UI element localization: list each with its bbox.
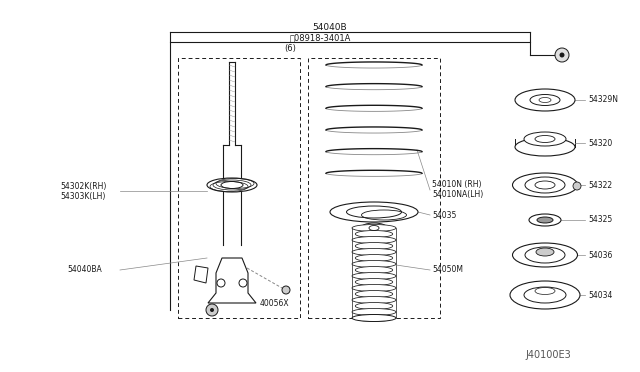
Ellipse shape bbox=[221, 182, 243, 189]
Ellipse shape bbox=[352, 260, 396, 267]
Text: 54010N (RH): 54010N (RH) bbox=[432, 180, 481, 189]
Ellipse shape bbox=[352, 308, 396, 315]
Ellipse shape bbox=[530, 94, 560, 106]
Text: 54035: 54035 bbox=[432, 211, 456, 219]
Text: J40100E3: J40100E3 bbox=[525, 350, 571, 360]
Ellipse shape bbox=[352, 224, 396, 231]
Text: 54034: 54034 bbox=[588, 291, 612, 299]
Ellipse shape bbox=[361, 223, 387, 233]
Ellipse shape bbox=[515, 138, 575, 156]
Ellipse shape bbox=[524, 287, 566, 303]
Ellipse shape bbox=[346, 206, 401, 218]
Circle shape bbox=[559, 52, 564, 58]
Text: 54303K(LH): 54303K(LH) bbox=[60, 192, 106, 201]
Text: 54325: 54325 bbox=[588, 215, 612, 224]
Text: 40056X: 40056X bbox=[260, 298, 290, 308]
Bar bbox=[178, 58, 300, 318]
Text: ⓝ08918-3401A: ⓝ08918-3401A bbox=[289, 33, 351, 42]
Ellipse shape bbox=[352, 248, 396, 256]
Text: (6): (6) bbox=[284, 44, 296, 52]
Bar bbox=[223, 145, 241, 245]
Ellipse shape bbox=[355, 302, 393, 310]
Text: 54302K(RH): 54302K(RH) bbox=[60, 182, 106, 190]
Ellipse shape bbox=[352, 296, 396, 304]
Ellipse shape bbox=[355, 314, 393, 321]
Ellipse shape bbox=[355, 279, 393, 285]
Text: 54320: 54320 bbox=[588, 138, 612, 148]
Circle shape bbox=[573, 182, 581, 190]
Ellipse shape bbox=[352, 314, 396, 321]
Text: 54036: 54036 bbox=[588, 250, 612, 260]
Ellipse shape bbox=[510, 281, 580, 309]
Ellipse shape bbox=[525, 177, 565, 193]
Ellipse shape bbox=[355, 243, 393, 250]
Ellipse shape bbox=[207, 178, 257, 192]
Text: 54040B: 54040B bbox=[313, 22, 348, 32]
Ellipse shape bbox=[513, 243, 577, 267]
Circle shape bbox=[555, 48, 569, 62]
Ellipse shape bbox=[330, 202, 418, 222]
Ellipse shape bbox=[525, 247, 565, 263]
Ellipse shape bbox=[355, 291, 393, 298]
Ellipse shape bbox=[536, 248, 554, 256]
Circle shape bbox=[282, 286, 290, 294]
Ellipse shape bbox=[355, 266, 393, 273]
Ellipse shape bbox=[355, 254, 393, 262]
Ellipse shape bbox=[352, 273, 396, 279]
Ellipse shape bbox=[515, 89, 575, 111]
Text: 54050M: 54050M bbox=[432, 266, 463, 275]
Circle shape bbox=[210, 308, 214, 312]
Text: 54010NA(LH): 54010NA(LH) bbox=[432, 190, 483, 199]
Text: 54322: 54322 bbox=[588, 180, 612, 189]
Ellipse shape bbox=[355, 231, 393, 237]
Circle shape bbox=[206, 304, 218, 316]
Ellipse shape bbox=[352, 285, 396, 292]
Ellipse shape bbox=[537, 217, 553, 223]
Ellipse shape bbox=[513, 173, 577, 197]
Ellipse shape bbox=[352, 237, 396, 244]
Bar bbox=[308, 58, 440, 318]
Ellipse shape bbox=[529, 214, 561, 226]
Text: 54329N: 54329N bbox=[588, 96, 618, 105]
Text: 54040BA: 54040BA bbox=[67, 266, 102, 275]
Ellipse shape bbox=[524, 132, 566, 146]
